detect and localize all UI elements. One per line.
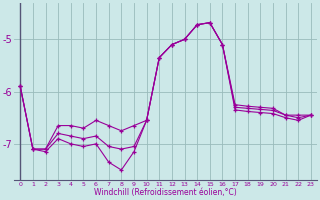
X-axis label: Windchill (Refroidissement éolien,°C): Windchill (Refroidissement éolien,°C) <box>94 188 237 197</box>
